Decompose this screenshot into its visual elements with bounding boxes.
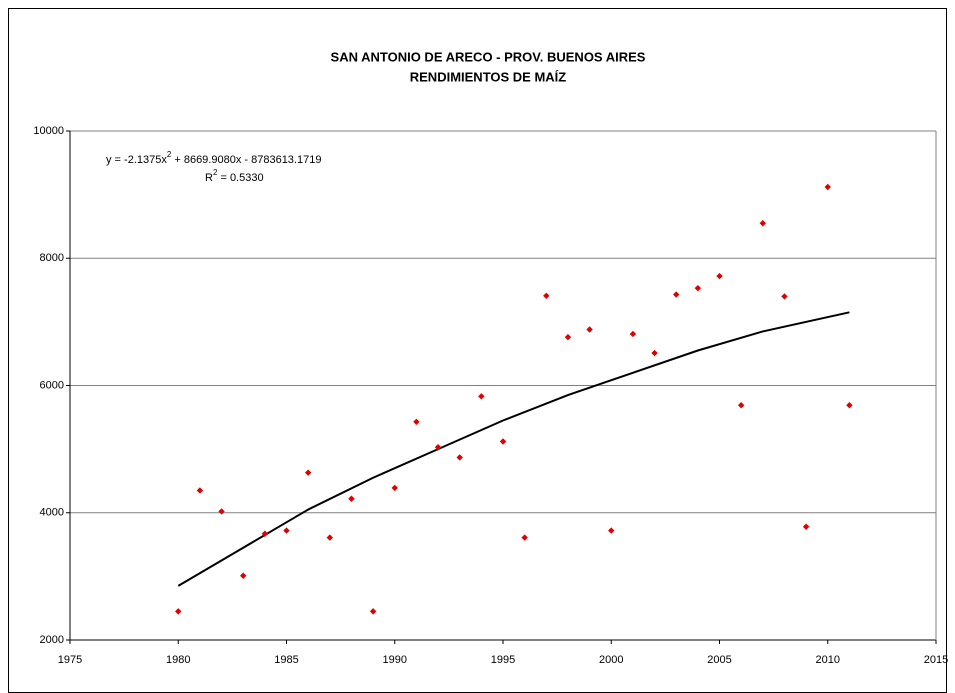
point [846,402,853,409]
point [608,527,615,534]
point [304,469,312,476]
point [824,183,831,191]
point [434,444,442,451]
point [499,438,507,445]
chart-frame [8,8,947,693]
y-tick-label: 8000 [40,252,64,264]
point [759,220,766,227]
x-tick-label: 1995 [491,654,515,666]
point [413,418,420,425]
y-tick-label: 4000 [40,507,64,519]
chart-title: SAN ANTONIO DE ARECO - PROV. BUENOS AIRE… [331,49,646,64]
x-tick-label: 1985 [274,654,298,666]
r2-sup: 2 [213,168,218,177]
point [673,291,680,298]
point [716,272,723,280]
point [478,393,485,400]
point [348,495,355,502]
point [175,608,182,615]
point [781,293,788,300]
trendline [177,311,850,587]
equation-sup: 2 [167,150,172,159]
x-tick-label: 2000 [599,654,623,666]
point [651,349,658,357]
equation: y = -2.1375x2 + 8669.9080x - 8783613.171… [106,150,321,166]
y-tick-label: 6000 [40,379,64,391]
point [802,523,810,530]
equation-part: y = -2.1375x [106,154,167,166]
point [543,292,550,299]
x-tick-label: 1975 [58,654,82,666]
point [629,330,637,338]
point [283,527,290,534]
point [586,326,593,333]
chart-subtitle: RENDIMIENTOS DE MAÍZ [410,69,567,84]
equation-part: + 8669.9080x - 8783613.1719 [171,154,321,166]
x-tick-label: 1990 [383,654,407,666]
point [564,333,572,341]
x-tick-label: 2010 [816,654,840,666]
point [240,572,247,579]
x-tick-label: 2005 [707,654,731,666]
point [391,484,398,492]
point [456,454,463,461]
y-tick-label: 2000 [40,634,64,646]
y-tick-label: 10000 [33,125,64,137]
point [196,487,204,494]
r2-part: R [205,172,213,184]
point [369,608,377,615]
x-tick-label: 2015 [924,654,948,666]
x-tick-label: 1980 [166,654,190,666]
point [737,402,745,409]
point [694,284,702,292]
r2-part: = 0.5330 [217,172,263,184]
point [326,534,333,541]
point [218,508,225,515]
point [261,530,269,537]
point [521,534,528,541]
r-squared: R2 = 0.5330 [205,168,264,184]
